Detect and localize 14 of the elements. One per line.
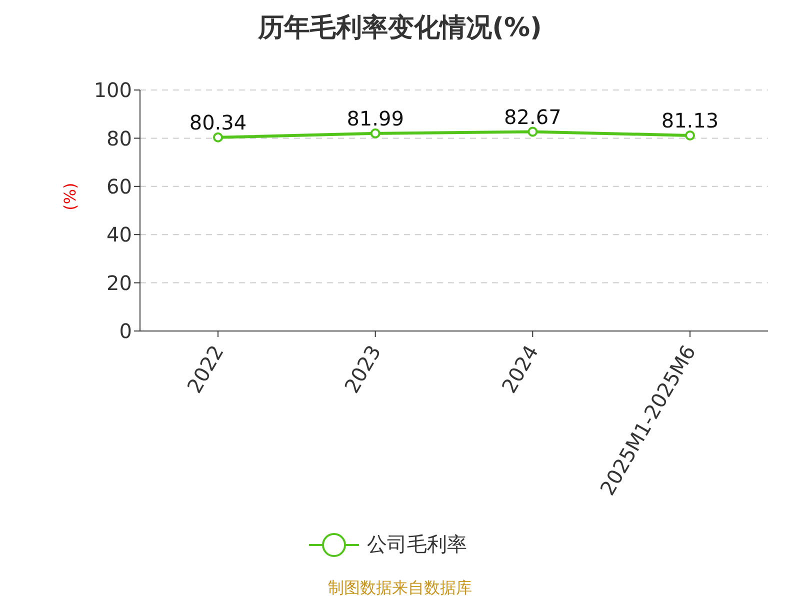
data-label: 81.13 — [661, 108, 719, 132]
y-tick-label: 100 — [94, 78, 132, 102]
y-axis-title: (%) — [60, 182, 80, 210]
y-tick-label: 20 — [106, 270, 132, 295]
y-tick-label: 40 — [106, 222, 132, 247]
legend-label: 公司毛利率 — [367, 531, 467, 558]
y-tick-label: 80 — [106, 126, 132, 150]
data-label: 80.34 — [189, 110, 247, 134]
chart-title: 历年毛利率变化情况(%) — [256, 12, 543, 45]
text: 制图数据来自数据库 — [327, 578, 473, 599]
data-label: 82.67 — [504, 104, 562, 129]
y-tick-label: 60 — [106, 174, 132, 198]
data-label: 81.99 — [346, 106, 404, 130]
y-tick-label: 0 — [119, 319, 132, 344]
